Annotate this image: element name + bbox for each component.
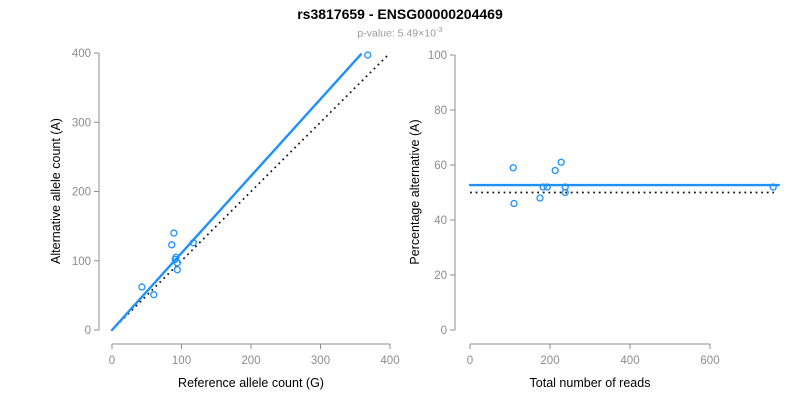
y-tick-label: 20 (434, 270, 447, 282)
x-axis-label-right: Total number of reads (530, 376, 651, 390)
data-point (510, 199, 518, 208)
y-tick-label: 40 (434, 215, 447, 227)
data-point (138, 283, 146, 291)
data-point (173, 266, 181, 274)
y-tick-label: 300 (72, 117, 91, 129)
y-axis-label-right: Percentage alternative (A) (408, 119, 422, 264)
data-point (364, 51, 372, 59)
data-point (173, 259, 181, 267)
data-point (551, 166, 559, 175)
data-point (150, 291, 158, 299)
scatter-plot-left: 0 100 200 300 400 0 100 200 300 400 (72, 48, 400, 367)
reference-dotted-line (111, 55, 388, 331)
y-tick-label: 80 (434, 105, 447, 117)
y-tick-label: 100 (428, 50, 447, 62)
x-tick-label: 600 (700, 355, 719, 367)
y-axis-label-left: Alternative allele count (A) (49, 118, 63, 264)
data-point (539, 183, 547, 191)
data-point (557, 158, 565, 166)
pvalue-exponent: -3 (435, 25, 443, 34)
data-point (536, 194, 544, 202)
plot-title: rs3817659 - ENSG00000204469 (297, 6, 503, 22)
y-tick-label: 100 (72, 256, 91, 268)
data-point (189, 239, 197, 247)
y-tick-label: 200 (72, 187, 91, 199)
y-tick-label: 0 (441, 325, 447, 337)
x-tick-label: 100 (172, 355, 191, 367)
data-point (543, 183, 551, 191)
x-tick-label: 0 (467, 355, 473, 367)
x-tick-label: 300 (311, 355, 330, 367)
y-tick-label: 60 (434, 160, 447, 172)
data-point (170, 229, 178, 237)
y-tick-label: 0 (85, 325, 91, 337)
pvalue-text: p-value: 5.49×10 (357, 27, 436, 40)
data-point (509, 164, 517, 172)
x-tick-label: 400 (620, 355, 639, 367)
data-point (561, 188, 569, 197)
scatter-plot-right: 0 20 40 60 80 100 0 200 400 600 (428, 50, 780, 367)
plot-subtitle: p-value: 5.49×10-3 (0, 25, 800, 40)
data-point (168, 241, 176, 249)
x-axis-label-left: Reference allele count (G) (178, 376, 324, 390)
x-tick-label: 200 (241, 355, 260, 367)
x-tick-label: 200 (540, 355, 559, 367)
regression-line (110, 53, 363, 332)
header: rs3817659 - ENSG00000204469 p-value: 5.4… (0, 0, 800, 40)
x-tick-label: 0 (109, 355, 115, 367)
data-point (769, 183, 777, 191)
y-tick-label: 400 (72, 48, 91, 60)
x-tick-label: 400 (380, 355, 399, 367)
